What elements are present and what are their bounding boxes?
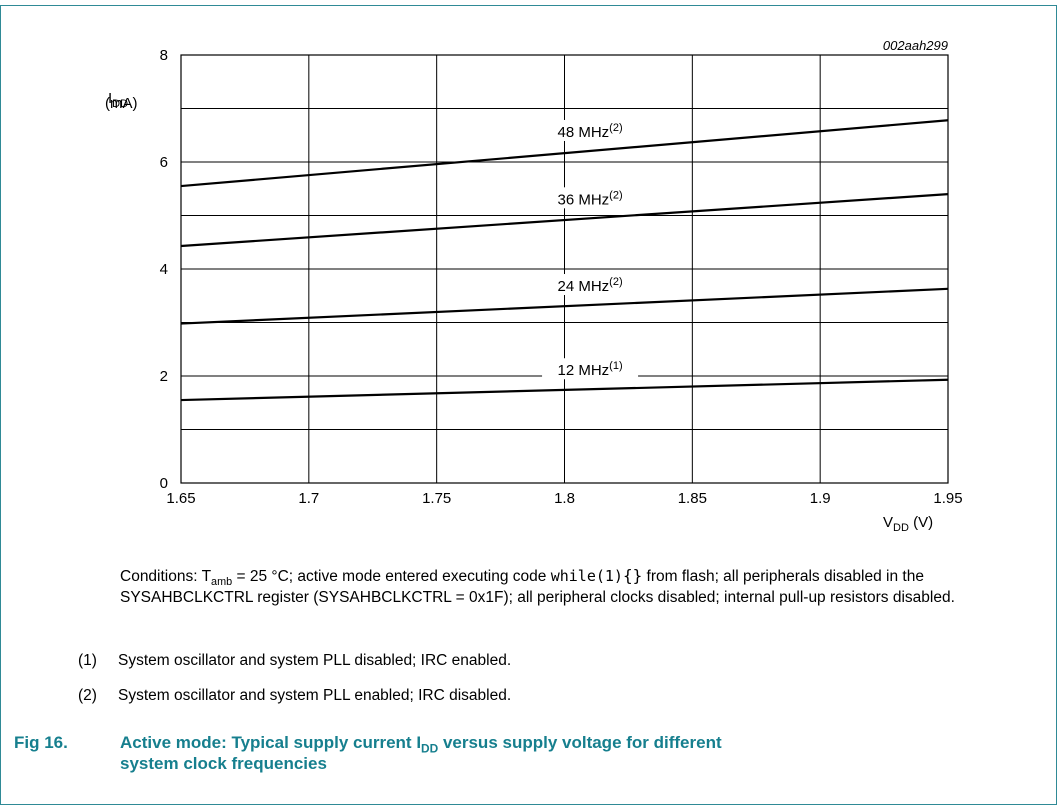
y-tick-label: 4 — [160, 261, 168, 278]
svg-text:24 MHz(2): 24 MHz(2) — [557, 276, 622, 295]
figure-caption: Fig 16. Active mode: Typical supply curre… — [14, 733, 722, 773]
plot-border — [180, 54, 949, 484]
chart-grid — [180, 54, 949, 484]
svg-text:48 MHz(2): 48 MHz(2) — [557, 122, 622, 141]
series-label: 12 MHz(1) — [542, 358, 639, 380]
x-tick-label: 1.85 — [678, 490, 707, 507]
chart-ticks: 1.65 1.7 1.75 1.8 1.85 1.9 1.95 0 2 4 6 8 — [160, 47, 963, 507]
x-tick-label: 1.7 — [298, 490, 319, 507]
x-tick-label: 1.8 — [554, 490, 575, 507]
conditions-text: Conditions: Tamb = 25 °C; active mode en… — [120, 566, 955, 606]
chart-notes: Conditions: Tamb = 25 °C; active mode en… — [120, 565, 1040, 614]
footnote-2: (2) System oscillator and system PLL enab… — [78, 687, 512, 704]
series-label: 24 MHz(2) — [542, 274, 639, 296]
x-tick-label: 1.95 — [933, 490, 962, 507]
series-line — [180, 119, 949, 188]
y-tick-label: 0 — [160, 475, 168, 492]
x-axis-label: VDD (V) — [883, 514, 933, 534]
y-axis-label: IDD — [108, 90, 128, 110]
x-tick-label: 1.9 — [810, 490, 831, 507]
series-label: 36 MHz(2) — [542, 187, 639, 209]
y-tick-label: 8 — [160, 47, 168, 64]
figure-id: 002aah299 — [883, 38, 948, 53]
code-snippet: while(1) — [550, 567, 623, 585]
series-line — [180, 378, 949, 402]
y-tick-label: 2 — [160, 368, 168, 385]
series-line — [180, 287, 949, 325]
chart-series: 48 MHz(2) 36 MHz(2) 24 MHz(2) 12 MHz(1) — [180, 119, 949, 402]
svg-text:36 MHz(2): 36 MHz(2) — [557, 189, 622, 208]
x-tick-label: 1.75 — [422, 490, 451, 507]
x-tick-label: 1.65 — [166, 490, 195, 507]
footnote-1: (1) System oscillator and system PLL disa… — [78, 652, 512, 669]
chart: 48 MHz(2) 36 MHz(2) 24 MHz(2) 12 MHz(1) 1.6… — [105, 38, 963, 534]
series-line — [180, 193, 949, 248]
y-tick-label: 6 — [160, 154, 168, 171]
svg-text:12 MHz(1): 12 MHz(1) — [557, 360, 622, 379]
series-label: 48 MHz(2) — [542, 119, 639, 141]
figure-number: Fig 16. — [14, 733, 68, 752]
y-axis-unit: (mA) — [105, 95, 138, 112]
